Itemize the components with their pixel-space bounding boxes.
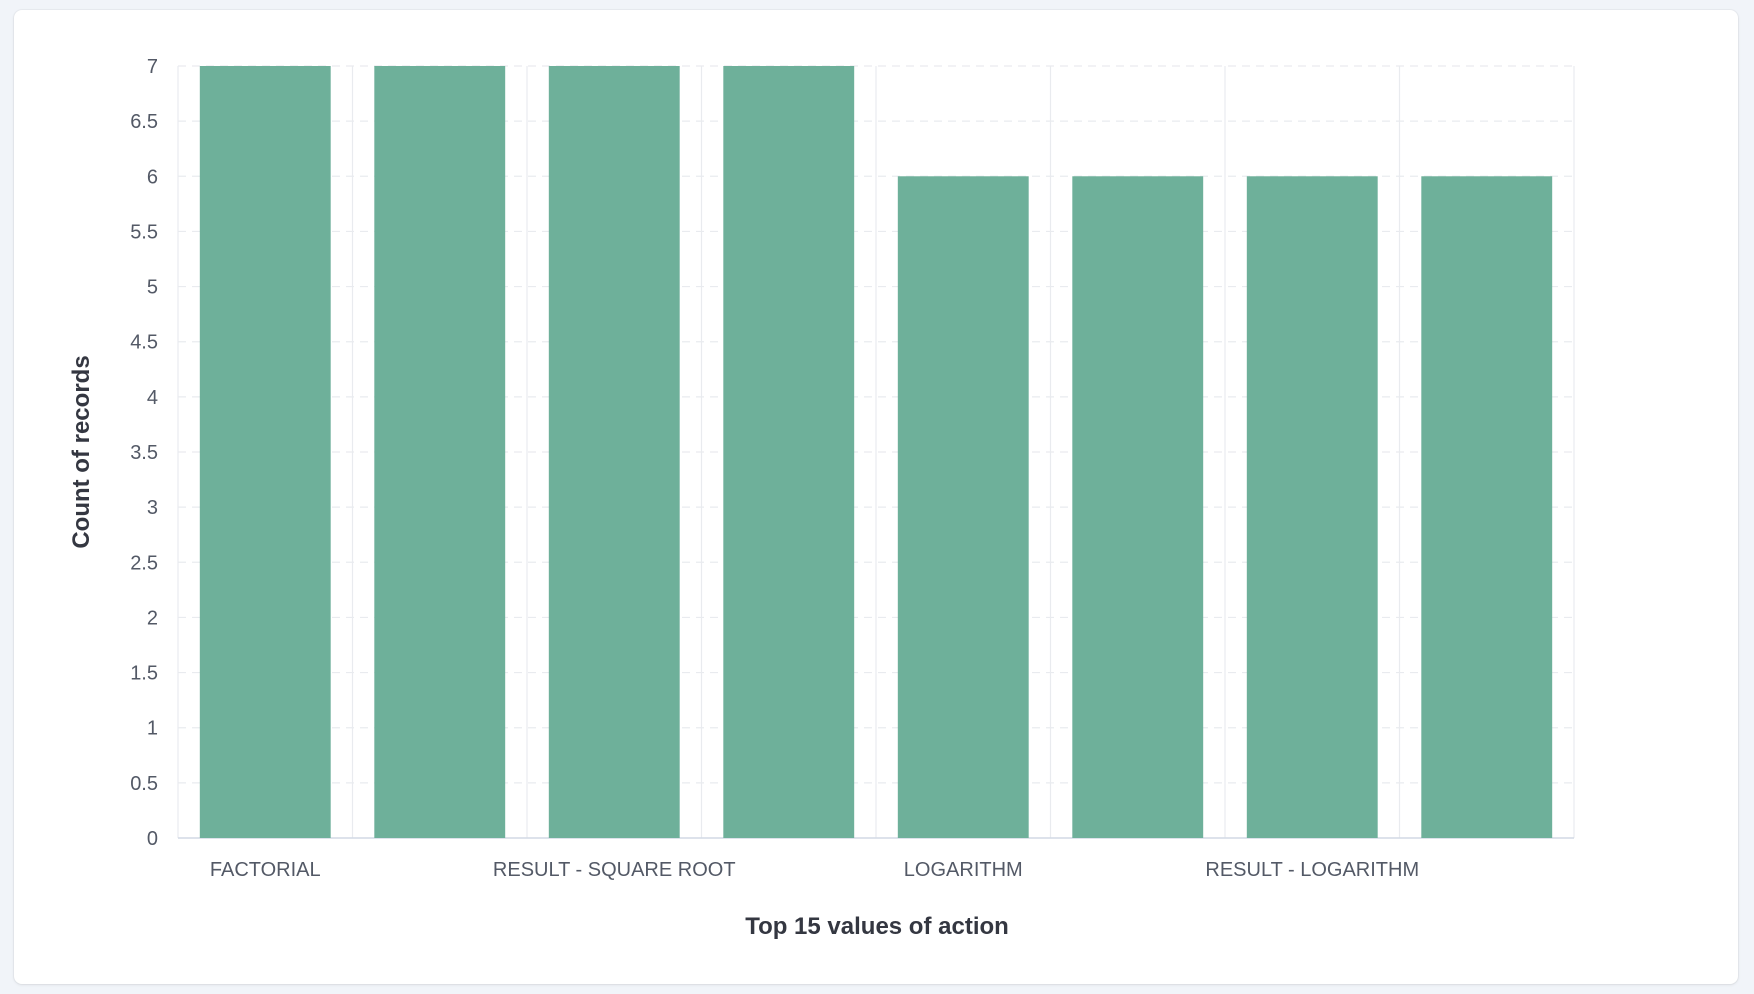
- x-tick-label: FACTORIAL: [210, 859, 321, 881]
- bar[interactable]: [723, 66, 855, 838]
- bar[interactable]: [1246, 176, 1378, 839]
- y-tick-label: 7: [147, 56, 158, 78]
- y-tick-label: 1: [147, 718, 158, 740]
- y-tick-label: 4: [147, 387, 158, 409]
- bar[interactable]: [897, 176, 1029, 839]
- y-tick-label: 0: [147, 828, 158, 850]
- y-tick-label: 1.5: [130, 663, 158, 685]
- x-tick-label: LOGARITHM: [904, 859, 1023, 881]
- y-tick-label: 2.5: [130, 552, 158, 574]
- y-tick-label: 3.5: [130, 442, 158, 464]
- y-tick-label: 0.5: [130, 773, 158, 795]
- y-tick-label: 5: [147, 277, 158, 299]
- x-axis-title: Top 15 values of action: [745, 913, 1009, 940]
- x-axis-ticks: FACTORIAL RESULT - SQUARE ROOT LOGARITHM RE…: [210, 859, 1419, 881]
- y-tick-label: 5.5: [130, 221, 158, 243]
- x-tick-label: RESULT - SQUARE ROOT: [493, 859, 736, 881]
- y-axis-title: Count of records: [68, 355, 95, 548]
- y-tick-label: 6.5: [130, 111, 158, 133]
- x-tick-label: RESULT - LOGARITHM: [1205, 859, 1419, 881]
- bar[interactable]: [548, 66, 680, 838]
- bar[interactable]: [199, 66, 331, 838]
- bar[interactable]: [1421, 176, 1553, 839]
- y-tick-label: 6: [147, 166, 158, 188]
- bar[interactable]: [1072, 176, 1204, 839]
- bar[interactable]: [374, 66, 506, 838]
- y-tick-label: 4.5: [130, 332, 158, 354]
- bars: [199, 66, 1553, 839]
- y-axis-ticks: 0 0.5 1 1.5 2 2.5 3 3.5 4 4.5 5 5.5 6 6.5 7: [130, 56, 158, 850]
- y-tick-label: 2: [147, 607, 158, 629]
- y-tick-label: 3: [147, 497, 158, 519]
